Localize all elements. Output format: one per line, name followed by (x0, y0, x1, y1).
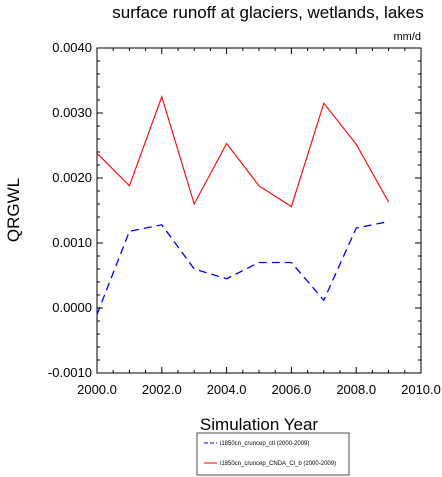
x-tick-label: 2006.0 (272, 382, 312, 397)
y-tick-label: -0.0010 (48, 365, 92, 380)
x-tick-label: 2002.0 (142, 382, 182, 397)
x-tick-label: 2004.0 (207, 382, 247, 397)
y-tick-label: 0.0020 (52, 170, 92, 185)
y-tick-label: 0.0000 (52, 300, 92, 315)
x-tick-label: 2000.0 (77, 382, 117, 397)
y-axis-ticks: -0.0010 0.0000 0.0010 0.0020 0.0030 0.0040 (48, 40, 421, 380)
legend-label-2: i1850cn_cruncep_CNDA_Cl_b (2000-2009) (220, 461, 336, 467)
series-line-1 (96, 220, 389, 315)
units-label: mm/d (394, 31, 422, 43)
x-tick-label: 2010.0 (401, 382, 441, 397)
series-lines (96, 95, 390, 315)
x-tick-label: 2008.0 (336, 382, 376, 397)
y-tick-label: 0.0040 (52, 40, 92, 55)
legend: i1850cn_cruncep_ctl (2000-2009) i1850cn_c… (196, 432, 350, 476)
y-tick-label: 0.0030 (52, 105, 92, 120)
x-axis-ticks: 2000.0 2002.0 2004.0 2006.0 2008.0 2010.0 (77, 48, 441, 397)
legend-box (196, 432, 350, 476)
x-axis-label: Simulation Year (200, 415, 318, 434)
plot-frame (96, 47, 422, 374)
y-tick-label: 0.0010 (52, 235, 92, 250)
legend-label-1: i1850cn_cruncep_ctl (2000-2009) (220, 441, 309, 447)
series-line-2 (96, 95, 390, 208)
chart-title: surface runoff at glaciers, wetlands, la… (112, 3, 424, 22)
y-axis-label: QRGWL (4, 178, 23, 242)
